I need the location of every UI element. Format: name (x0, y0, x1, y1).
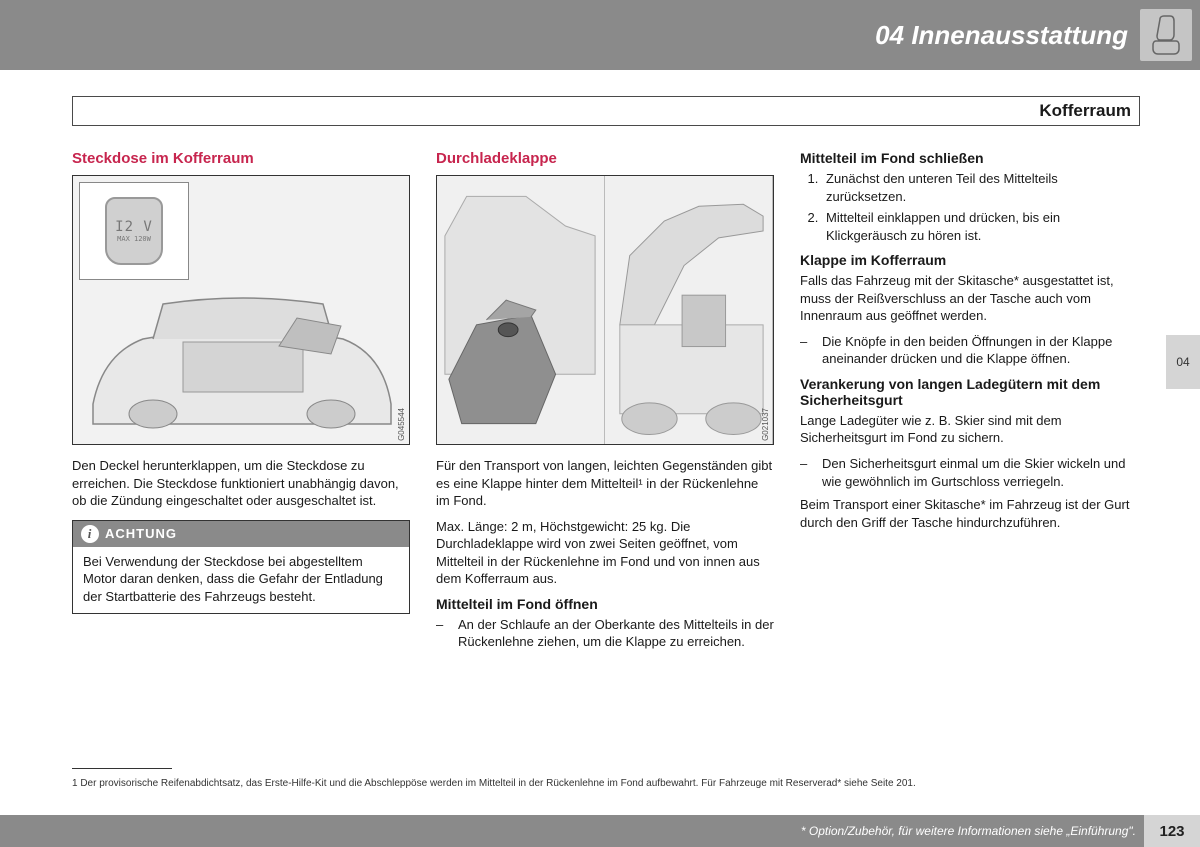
col2-para2: Max. Länge: 2 m, Höchstgewicht: 25 kg. D… (436, 518, 774, 588)
col2-para1: Für den Transport von langen, leichten G… (436, 457, 774, 510)
col3-item3: Den Sicherheitsgurt einmal um die Skier … (822, 455, 1138, 490)
figure-code-2: G021037 (761, 408, 770, 441)
col3-para3: Lange Ladegüter wie z. B. Skier sind mit… (800, 412, 1138, 447)
col3-sub1: Mittelteil im Fond schließen (800, 150, 1138, 166)
figure-hatch-left (437, 176, 605, 444)
column-3: Mittelteil im Fond schließen Zunächst de… (800, 150, 1138, 657)
figure-hatch-right (605, 176, 773, 444)
figure-code: G045544 (397, 408, 406, 441)
col3-dash3: – Den Sicherheitsgurt einmal um die Skie… (800, 455, 1138, 490)
section-title-bar: Kofferraum (72, 96, 1140, 126)
col2-heading: Durchladeklappe (436, 150, 774, 167)
info-icon: i (81, 525, 99, 543)
seat-icon (1140, 9, 1192, 61)
col3-sub3: Verankerung von langen Ladegütern mit de… (800, 376, 1138, 408)
col3-dash2: – Die Knöpfe in den beiden Öffnungen in … (800, 333, 1138, 368)
achtung-header: i ACHTUNG (73, 521, 409, 547)
content-region: Steckdose im Kofferraum I2 V MAX 120W G0… (72, 150, 1140, 657)
col3-para2: Falls das Fahrzeug mit der Skitasche* au… (800, 272, 1138, 325)
socket-inset: I2 V MAX 120W (79, 182, 189, 280)
column-2: Durchladeklappe (436, 150, 774, 657)
page-number: 123 (1144, 815, 1200, 847)
footer-bar: * Option/Zubehör, für weitere Informatio… (0, 815, 1200, 847)
chapter-header: 04 Innenausstattung (0, 0, 1200, 70)
col2-sub1: Mittelteil im Fond öffnen (436, 596, 774, 612)
col2-sub1-text: An der Schlaufe an der Oberkante des Mit… (458, 616, 774, 651)
footer-option-note: * Option/Zubehör, für weitere Informatio… (801, 824, 1136, 838)
col3-li1: Zunächst den unteren Teil des Mittelteil… (822, 170, 1138, 205)
col3-para4: Beim Transport einer Skitasche* im Fahrz… (800, 496, 1138, 531)
dash-icon: – (800, 333, 822, 368)
col2-dash-item: – An der Schlaufe an der Oberkante des M… (436, 616, 774, 651)
dash-icon: – (436, 616, 458, 651)
dash-icon: – (800, 455, 822, 490)
col1-heading: Steckdose im Kofferraum (72, 150, 410, 167)
figure-socket: I2 V MAX 120W G045544 (72, 175, 410, 445)
side-tab: 04 (1166, 335, 1200, 389)
socket-voltage: I2 V (115, 219, 153, 235)
achtung-box: i ACHTUNG Bei Verwendung der Steckdose b… (72, 520, 410, 615)
col3-ol: Zunächst den unteren Teil des Mittelteil… (800, 170, 1138, 244)
footnote-rule (72, 768, 172, 769)
chapter-title: 04 Innenausstattung (875, 20, 1128, 51)
figure-hatch: G021037 (436, 175, 774, 445)
col3-sub2: Klappe im Kofferraum (800, 252, 1138, 268)
achtung-body: Bei Verwendung der Steckdose bei abgeste… (73, 547, 409, 614)
section-title: Kofferraum (1039, 101, 1131, 121)
socket-shape: I2 V MAX 120W (105, 197, 163, 265)
col3-item2: Die Knöpfe in den beiden Öffnungen in de… (822, 333, 1138, 368)
car-rear-illustration (83, 284, 401, 434)
footnote: 1 Der provisorische Reifenabdichtsatz, d… (72, 778, 1132, 789)
column-1: Steckdose im Kofferraum I2 V MAX 120W G0… (72, 150, 410, 657)
col3-li2: Mittelteil einklappen und drücken, bis e… (822, 209, 1138, 244)
socket-wattage: MAX 120W (117, 235, 151, 243)
achtung-title: ACHTUNG (105, 526, 177, 541)
col1-para: Den Deckel herunterklappen, um die Steck… (72, 457, 410, 510)
